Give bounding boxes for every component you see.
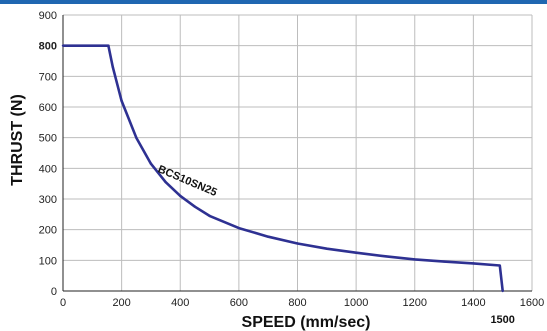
axis-layer [62, 15, 532, 292]
series-point [111, 65, 115, 69]
x-tick-label-1400: 1400 [461, 297, 485, 309]
grid-layer [63, 14, 533, 291]
series-point [266, 235, 270, 238]
x-tick-label-1000: 1000 [344, 297, 368, 309]
y-tick-label-900: 900 [39, 10, 57, 22]
y-axis-title: THRUST (N) [9, 94, 26, 186]
x-tick-label-600: 600 [230, 297, 248, 309]
series-point [442, 260, 446, 263]
y-tick-label-400: 400 [39, 163, 57, 175]
series-point [193, 205, 197, 208]
series-point [325, 247, 329, 250]
series-point [498, 264, 501, 267]
series-point [237, 226, 241, 230]
y-tick-label-500: 500 [39, 133, 57, 145]
series-point [354, 251, 358, 254]
y-tick-label-200: 200 [39, 225, 57, 237]
series-point [61, 44, 65, 47]
series-point [120, 99, 123, 103]
x-tick-label-800: 800 [288, 297, 306, 309]
series-point [149, 162, 153, 165]
annotation-label: 1500 [490, 314, 514, 326]
y-tick-label-0: 0 [51, 286, 57, 298]
x-tick-label-1200: 1200 [403, 297, 427, 309]
header-accent-bar [0, 0, 547, 4]
series-point [135, 136, 138, 139]
x-tick-label-0: 0 [60, 297, 66, 309]
series-point [296, 242, 299, 245]
series-point [179, 194, 182, 198]
y-tick-label-600: 600 [39, 102, 57, 114]
x-tick-label-1600: 1600 [520, 297, 544, 309]
series-point [472, 262, 475, 265]
x-tick-label-400: 400 [171, 297, 189, 309]
y-tick-label-100: 100 [39, 255, 57, 267]
y-tick-label-300: 300 [39, 194, 57, 206]
series-point [384, 255, 387, 258]
series-layer [61, 44, 504, 293]
series-point [164, 180, 167, 184]
series-point [107, 44, 110, 47]
series-point [501, 289, 504, 293]
x-tick-label-200: 200 [112, 297, 130, 309]
series-point [208, 214, 211, 218]
series-point [413, 258, 416, 261]
y-tick-label-700: 700 [39, 71, 57, 83]
x-axis-title: SPEED (mm/sec) [242, 314, 371, 331]
y-tick-label-800: 800 [39, 41, 57, 53]
